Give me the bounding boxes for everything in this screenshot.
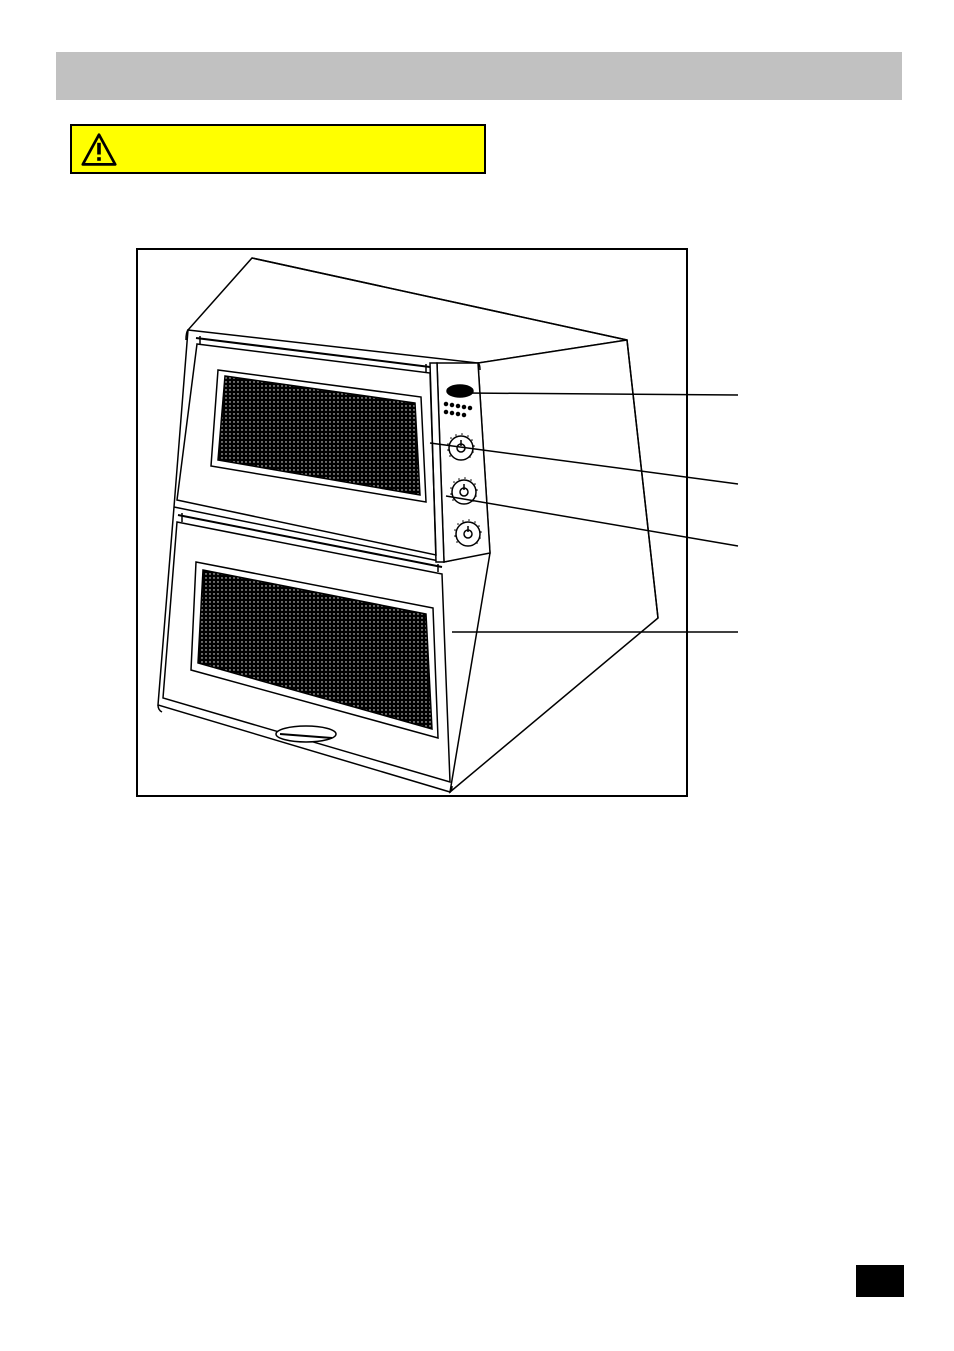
oven-illustration — [0, 0, 954, 1351]
manual-page — [0, 0, 954, 1351]
